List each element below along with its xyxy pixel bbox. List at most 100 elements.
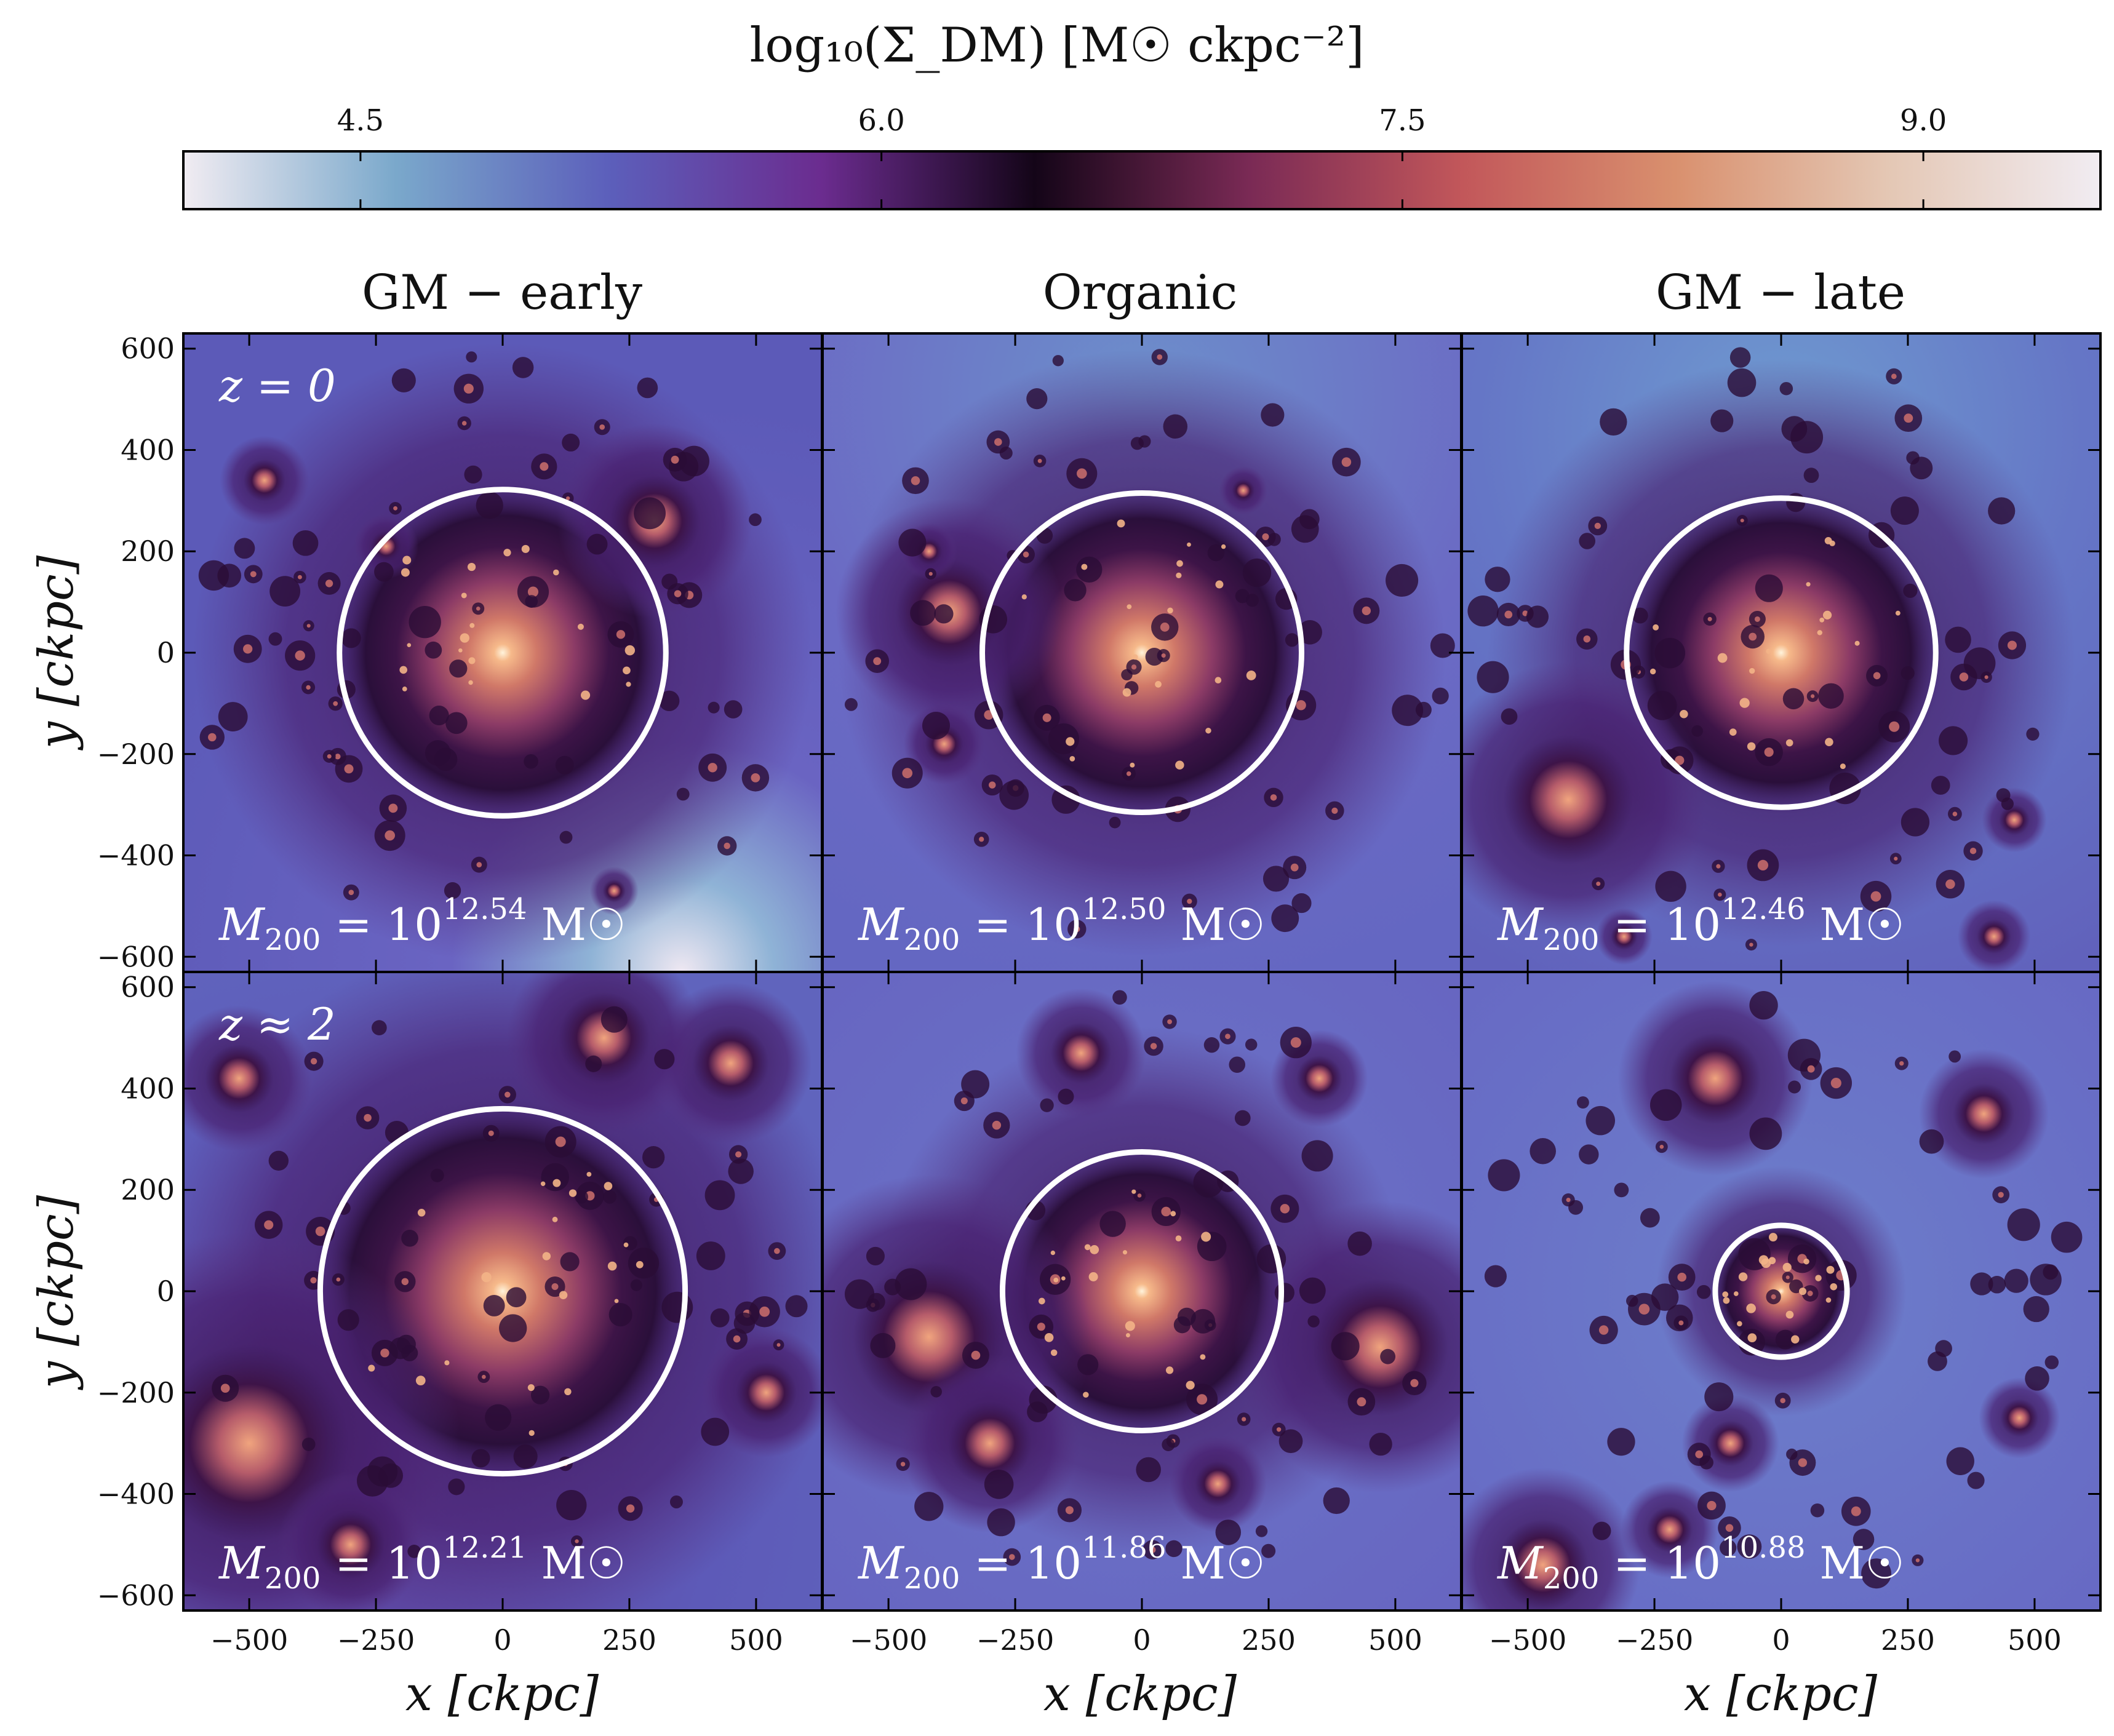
subhalo-dot bbox=[1901, 666, 1915, 680]
colorbar-tick-label: 6.0 bbox=[858, 103, 904, 138]
inner-clump bbox=[1768, 1233, 1777, 1242]
subhalo-dot bbox=[471, 1449, 490, 1468]
subhalo bbox=[1646, 1507, 1693, 1553]
subhalo-dot bbox=[268, 632, 282, 646]
subhalo-dot bbox=[999, 780, 1029, 810]
subhalo-dot bbox=[1051, 785, 1080, 814]
x-tick-label: 500 bbox=[2008, 1623, 2062, 1657]
inner-clump bbox=[1200, 1354, 1206, 1360]
subhalo-dot bbox=[555, 755, 574, 774]
subhalo-dot bbox=[198, 560, 229, 591]
inner-clump bbox=[1125, 1333, 1130, 1337]
r200-circle bbox=[317, 1105, 688, 1477]
inner-clump bbox=[552, 1216, 558, 1222]
subhalo-core bbox=[1296, 700, 1306, 711]
row-label: z = 0 bbox=[218, 360, 336, 412]
subhalo-dot bbox=[2007, 1208, 2040, 1241]
subhalo-dot bbox=[1484, 1265, 1507, 1288]
density-map bbox=[823, 972, 1461, 1611]
inner-clump bbox=[1044, 1332, 1054, 1342]
subhalo-dot bbox=[425, 740, 451, 766]
subhalo-core bbox=[551, 1283, 559, 1291]
inner-clump bbox=[1824, 536, 1832, 544]
subhalo-core bbox=[1969, 847, 1977, 854]
inner-clump bbox=[1205, 727, 1211, 734]
x-tick-label: −250 bbox=[976, 1623, 1054, 1657]
subhalo bbox=[1669, 1032, 1761, 1125]
panel-ticks: 600 400 200 0 −200 −400 −600 bbox=[97, 332, 822, 973]
subhalo-dot bbox=[483, 1295, 505, 1316]
subhalo bbox=[1503, 735, 1633, 864]
subhalo-core bbox=[971, 1350, 981, 1360]
subhalo-dot bbox=[1234, 1110, 1251, 1126]
subhalo-dot bbox=[661, 1291, 693, 1323]
inner-clump bbox=[1038, 1297, 1045, 1305]
x-tick-label: 0 bbox=[493, 1623, 511, 1657]
row-label: z ≈ 2 bbox=[218, 998, 336, 1050]
subhalo bbox=[1232, 479, 1255, 502]
subhalo-dot bbox=[1048, 723, 1079, 755]
subhalo-dot bbox=[603, 1190, 617, 1204]
inner-clump bbox=[1825, 1297, 1832, 1303]
x-tick-label: 250 bbox=[1242, 1623, 1296, 1657]
subhalo-core bbox=[1037, 1323, 1045, 1331]
subhalo-core bbox=[1638, 1304, 1650, 1315]
subhalo-dot bbox=[1173, 1316, 1191, 1334]
subhalo-dot bbox=[1779, 381, 1793, 396]
inner-clump bbox=[527, 1384, 535, 1392]
inner-clump bbox=[402, 555, 412, 565]
inner-clump bbox=[399, 666, 407, 674]
inner-clump bbox=[1088, 1272, 1098, 1282]
subhalo-core bbox=[1998, 1192, 2004, 1198]
subhalo-dot bbox=[1655, 870, 1686, 902]
subhalo-dot bbox=[409, 606, 441, 639]
subhalo-dot bbox=[1649, 1089, 1682, 1121]
subhalo-core bbox=[1149, 1546, 1156, 1553]
inner-clump bbox=[444, 1360, 450, 1366]
inner-clump bbox=[626, 682, 631, 687]
xlabel-right: x [ckpc] bbox=[1684, 1666, 1878, 1722]
density-map bbox=[823, 333, 1461, 972]
subhalo-core bbox=[1270, 794, 1277, 801]
inner-clump bbox=[1717, 653, 1728, 663]
subhalo-dot bbox=[445, 712, 468, 735]
subhalo-core bbox=[344, 764, 354, 774]
inner-clump bbox=[1736, 1321, 1742, 1327]
subhalo-dot bbox=[1788, 1080, 1801, 1094]
inner-clump bbox=[407, 643, 412, 648]
subhalo-dot bbox=[2026, 727, 2040, 741]
panel-1-2: −500 −250 0 250 500 M200 = 1010.88 M☉ bbox=[1461, 971, 2102, 1657]
x-tick-label: 0 bbox=[1133, 1623, 1151, 1657]
subhalo-dot bbox=[1307, 1315, 1320, 1328]
xlabel-left: x [ckpc] bbox=[405, 1666, 599, 1722]
subhalo-dot bbox=[525, 595, 538, 608]
inner-clump bbox=[607, 1261, 617, 1271]
subhalo-dot bbox=[628, 1248, 660, 1279]
subhalo-core bbox=[388, 803, 398, 813]
subhalo-core bbox=[1504, 610, 1513, 619]
subhalo-core bbox=[575, 1539, 579, 1543]
subhalo-core bbox=[1870, 891, 1881, 902]
panel-ticks: 600 400 200 0 −200 −400 −600 −500 −250 0 250 500 bbox=[97, 971, 822, 1657]
subhalo-core bbox=[1771, 1294, 1776, 1300]
subhalo-core bbox=[1677, 1272, 1686, 1282]
subhalo-dot bbox=[910, 600, 936, 626]
subhalo-core bbox=[979, 837, 984, 842]
y-tick-label: 600 bbox=[121, 971, 175, 1004]
subhalo-dot bbox=[1136, 1457, 1161, 1483]
subhalo-core bbox=[243, 644, 253, 654]
inner-clump bbox=[1061, 1276, 1066, 1281]
subhalo-core bbox=[928, 571, 933, 576]
subhalo-dot bbox=[1749, 1117, 1782, 1150]
inner-clump bbox=[468, 657, 476, 664]
subhalo-dot bbox=[1077, 1354, 1099, 1376]
inner-clump bbox=[1130, 762, 1135, 768]
subhalo-core bbox=[1757, 859, 1769, 871]
inner-clump bbox=[1817, 630, 1822, 635]
inner-clump bbox=[467, 562, 476, 571]
y-tick-label: −600 bbox=[97, 940, 175, 973]
subhalo-core bbox=[385, 830, 396, 841]
subhalo-dot bbox=[844, 698, 858, 711]
subhalo-dot bbox=[884, 1278, 901, 1296]
inner-clump bbox=[1815, 1275, 1822, 1281]
